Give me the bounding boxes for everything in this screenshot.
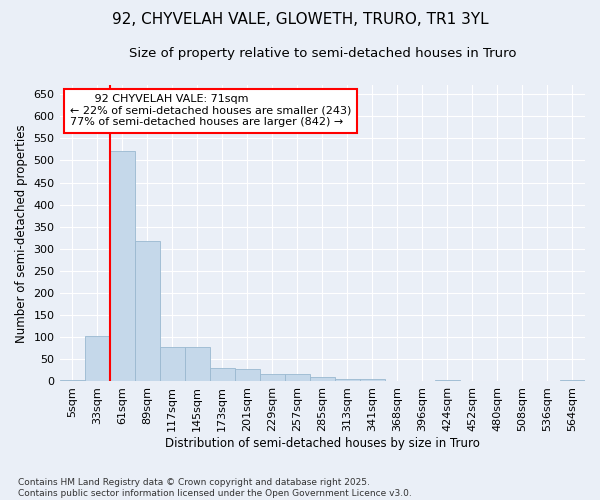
X-axis label: Distribution of semi-detached houses by size in Truro: Distribution of semi-detached houses by … bbox=[165, 437, 480, 450]
Bar bbox=[285, 374, 310, 382]
Bar bbox=[560, 380, 585, 382]
Bar bbox=[209, 368, 235, 382]
Text: 92, CHYVELAH VALE, GLOWETH, TRURO, TR1 3YL: 92, CHYVELAH VALE, GLOWETH, TRURO, TR1 3… bbox=[112, 12, 488, 28]
Bar bbox=[185, 347, 209, 382]
Bar bbox=[235, 369, 260, 382]
Title: Size of property relative to semi-detached houses in Truro: Size of property relative to semi-detach… bbox=[128, 48, 516, 60]
Bar bbox=[435, 380, 460, 382]
Y-axis label: Number of semi-detached properties: Number of semi-detached properties bbox=[15, 124, 28, 342]
Bar bbox=[110, 150, 134, 382]
Text: 92 CHYVELAH VALE: 71sqm
← 22% of semi-detached houses are smaller (243)
77% of s: 92 CHYVELAH VALE: 71sqm ← 22% of semi-de… bbox=[70, 94, 352, 128]
Bar bbox=[260, 374, 285, 382]
Bar bbox=[59, 380, 85, 382]
Bar bbox=[160, 347, 185, 382]
Bar bbox=[335, 379, 360, 382]
Text: Contains HM Land Registry data © Crown copyright and database right 2025.
Contai: Contains HM Land Registry data © Crown c… bbox=[18, 478, 412, 498]
Bar bbox=[134, 241, 160, 382]
Bar bbox=[85, 336, 110, 382]
Bar bbox=[310, 376, 335, 382]
Bar bbox=[360, 379, 385, 382]
